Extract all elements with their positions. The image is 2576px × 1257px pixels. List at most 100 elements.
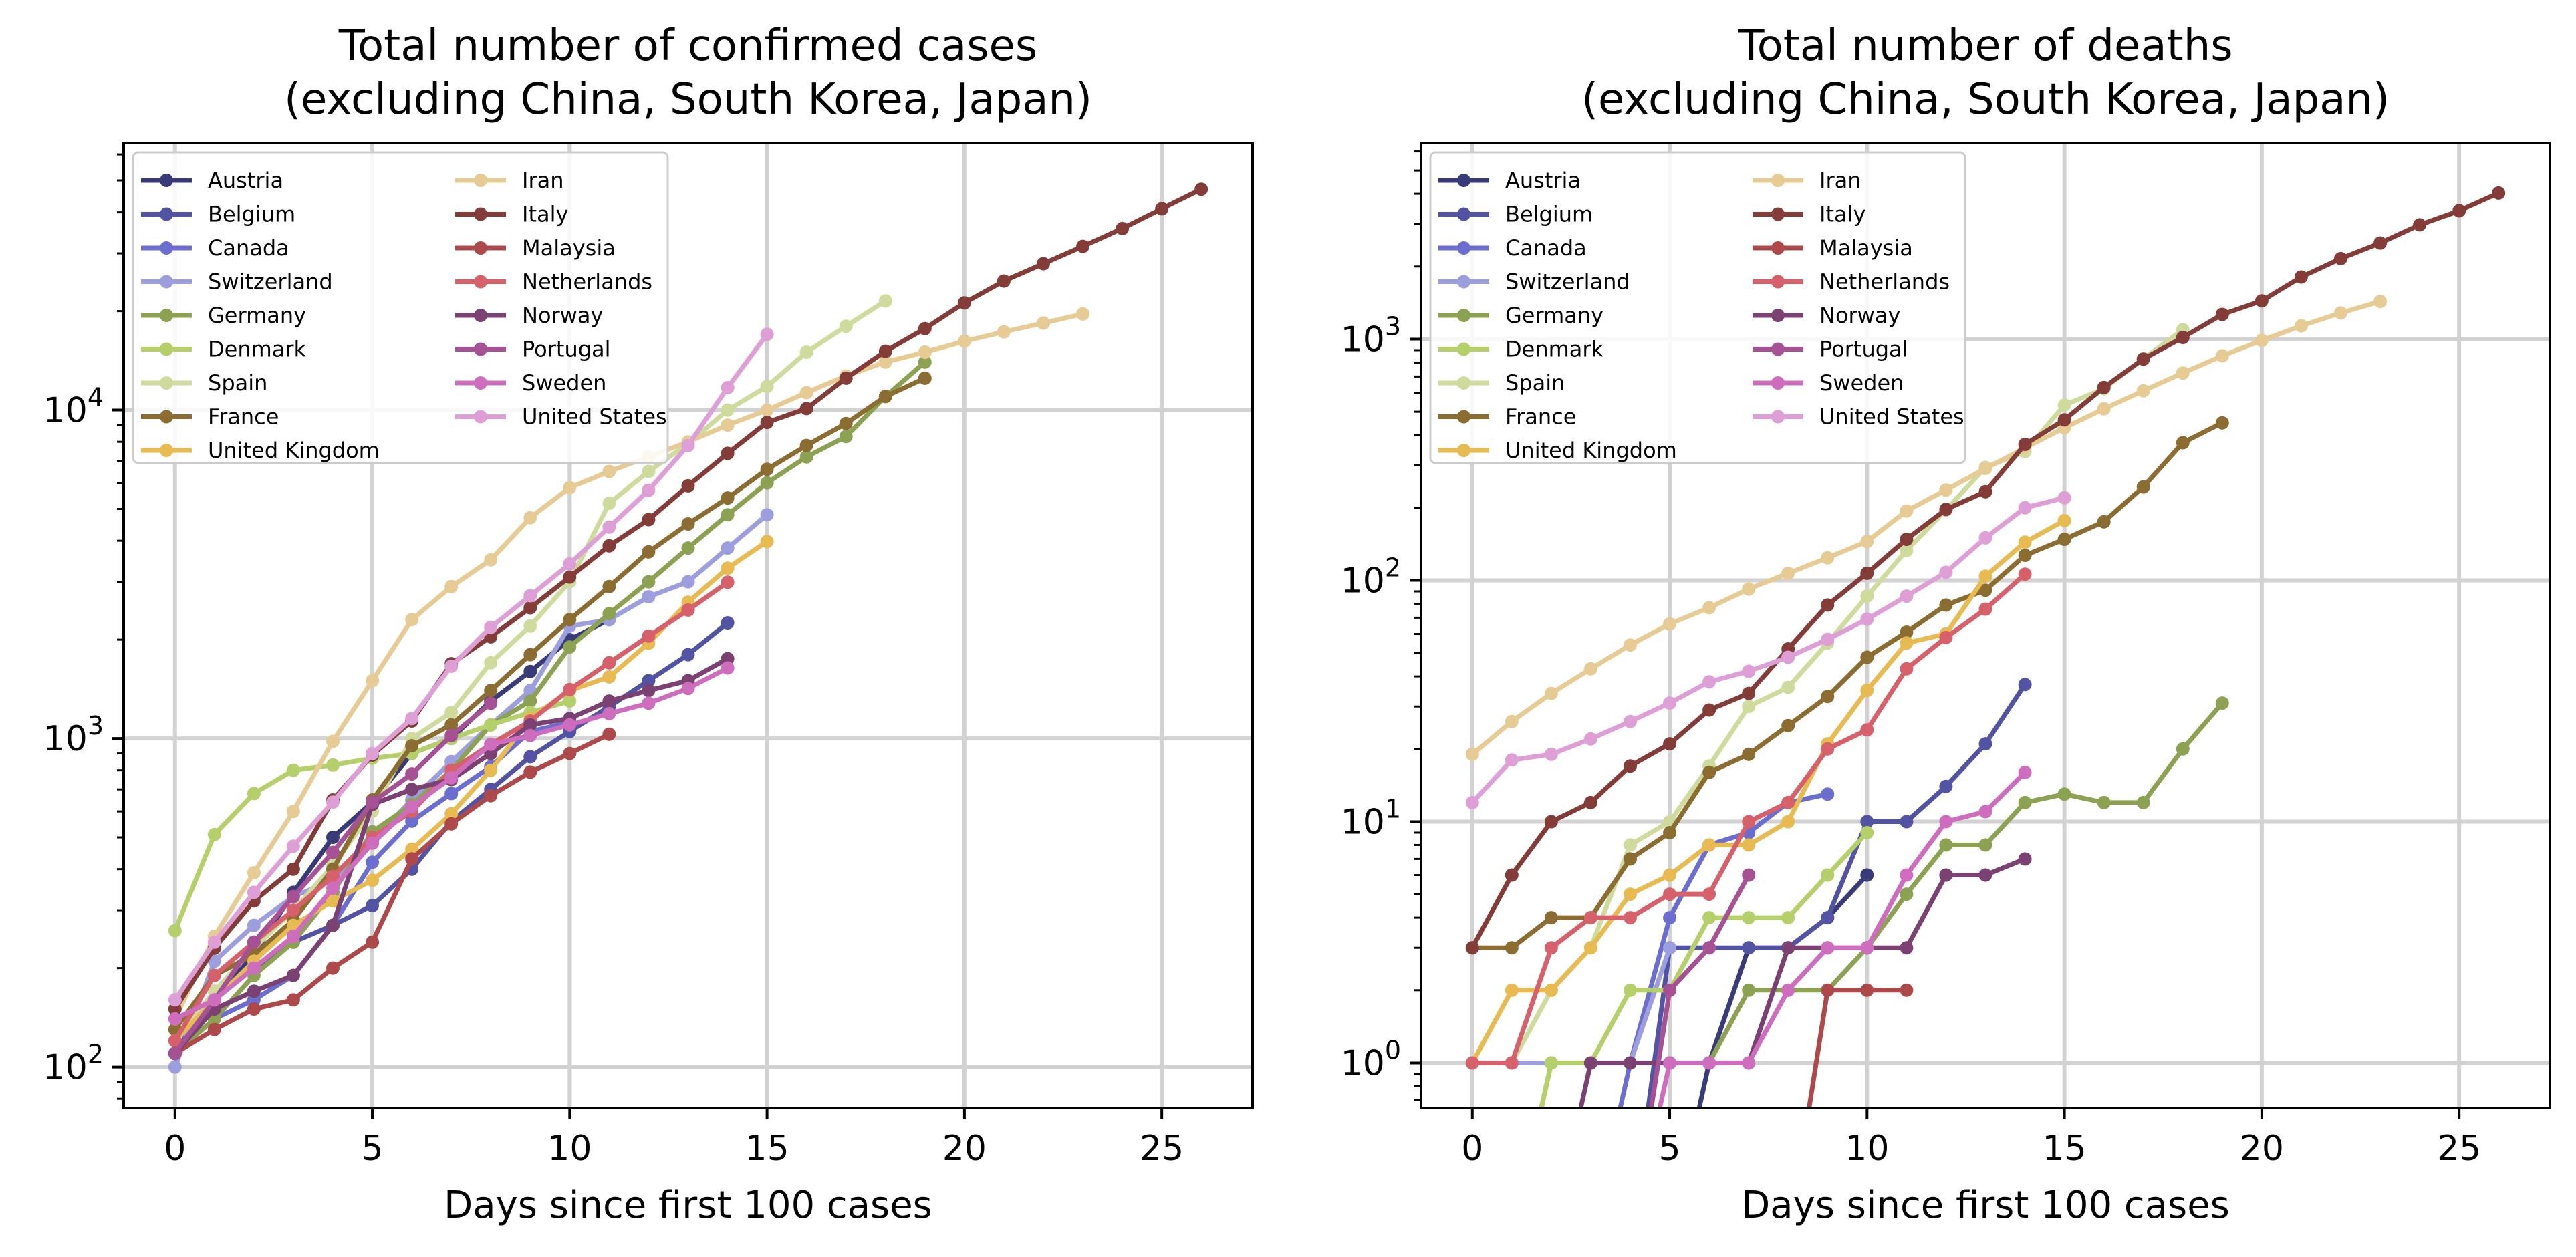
data-point: [1583, 732, 1597, 746]
data-point: [326, 734, 340, 748]
data-point: [1465, 1056, 1479, 1070]
data-point: [642, 513, 656, 527]
data-point: [1624, 1056, 1637, 1070]
x-tick-label: 5: [1659, 1129, 1681, 1169]
data-point: [1939, 503, 1953, 517]
data-point: [2057, 413, 2071, 427]
data-point: [721, 652, 735, 666]
data-point: [1781, 983, 1795, 997]
data-point: [839, 371, 853, 385]
chart-1: 0 5 10 15 20 25 102 103 104 Total number of confi…: [43, 21, 1254, 1227]
data-point: [1939, 838, 1953, 852]
data-point: [1624, 983, 1637, 997]
data-point: [1624, 759, 1637, 773]
data-point: [839, 319, 853, 333]
data-point: [405, 613, 419, 627]
data-point: [2057, 398, 2071, 412]
data-point: [207, 827, 221, 841]
series-iran: [1465, 295, 2388, 761]
series-line: [1646, 683, 2027, 1108]
data-point: [1900, 589, 1914, 603]
data-point: [2018, 567, 2032, 581]
data-point: [405, 712, 419, 726]
series-line: [1470, 299, 2381, 756]
data-point: [721, 541, 735, 555]
data-point: [326, 845, 340, 859]
chart-2-x-axis-label: Days since first 100 cases: [1741, 1183, 2230, 1227]
series-line: [1648, 873, 1751, 1108]
chart-1-plot-area: [168, 182, 1208, 1074]
legend-label: Iran: [522, 168, 563, 193]
data-point: [484, 684, 498, 698]
legend-swatch-marker: [1457, 342, 1470, 356]
x-tick-label: 15: [2043, 1129, 2087, 1169]
legend-swatch-marker: [474, 275, 487, 289]
legend-label: Denmark: [208, 337, 307, 362]
data-point: [247, 885, 261, 899]
data-point: [602, 464, 616, 478]
legend-label: Germany: [1505, 303, 1603, 328]
legend-label: Netherlands: [522, 269, 652, 295]
data-point: [1939, 779, 1953, 793]
data-point: [1742, 815, 1756, 829]
data-point: [681, 682, 695, 696]
data-point: [366, 873, 380, 887]
legend-swatch-marker: [160, 410, 173, 424]
data-point: [1702, 765, 1716, 779]
x-tick-label: 5: [362, 1129, 384, 1169]
data-point: [1742, 941, 1756, 955]
data-point: [1742, 868, 1756, 882]
data-point: [168, 924, 182, 938]
data-point: [207, 1022, 221, 1036]
data-point: [2018, 549, 2032, 562]
legend-label: Malaysia: [1819, 235, 1913, 261]
legend-label: Germany: [208, 303, 306, 328]
data-point: [642, 545, 656, 559]
data-point: [1505, 753, 1519, 767]
legend-item-italy: Italy: [455, 202, 568, 227]
data-point: [326, 881, 340, 895]
data-point: [1939, 483, 1953, 497]
data-point: [1624, 714, 1637, 728]
data-point: [523, 664, 537, 678]
x-tick-label: 20: [942, 1129, 987, 1169]
legend-label: Norway: [1819, 303, 1900, 328]
data-point: [1900, 625, 1914, 639]
data-point: [1742, 700, 1756, 714]
data-point: [286, 968, 300, 982]
legend-swatch-marker: [1457, 207, 1470, 221]
data-point: [1900, 662, 1914, 676]
y-tick-label: 103: [1341, 311, 1401, 360]
legend-item-iran: Iran: [1753, 168, 1861, 193]
data-point: [1624, 838, 1637, 852]
data-point: [878, 344, 892, 358]
data-point: [997, 274, 1011, 288]
data-point: [721, 575, 735, 589]
data-point: [563, 613, 577, 627]
data-point: [326, 894, 340, 908]
data-point: [563, 557, 577, 571]
data-point: [484, 789, 498, 803]
data-point: [1821, 868, 1835, 882]
data-point: [721, 446, 735, 460]
data-point: [2255, 294, 2269, 308]
data-point: [405, 783, 419, 797]
data-point: [444, 579, 459, 593]
legend-item-canada: Canada: [1438, 235, 1587, 261]
data-point: [839, 430, 853, 444]
data-point: [1583, 662, 1597, 676]
data-point: [1663, 868, 1677, 882]
series-malaysia: [1807, 983, 1914, 1108]
data-point: [2294, 319, 2308, 333]
data-point: [168, 1034, 182, 1048]
data-point: [602, 497, 616, 511]
legend-label: Sweden: [1819, 370, 1904, 396]
data-point: [1900, 868, 1914, 882]
legend-label: Switzerland: [1505, 269, 1630, 295]
data-point: [1702, 675, 1716, 689]
legend-swatch-marker: [1771, 309, 1785, 322]
data-point: [1821, 742, 1835, 756]
data-point: [1860, 612, 1874, 626]
data-point: [799, 402, 813, 416]
legend-label: Netherlands: [1819, 269, 1950, 295]
